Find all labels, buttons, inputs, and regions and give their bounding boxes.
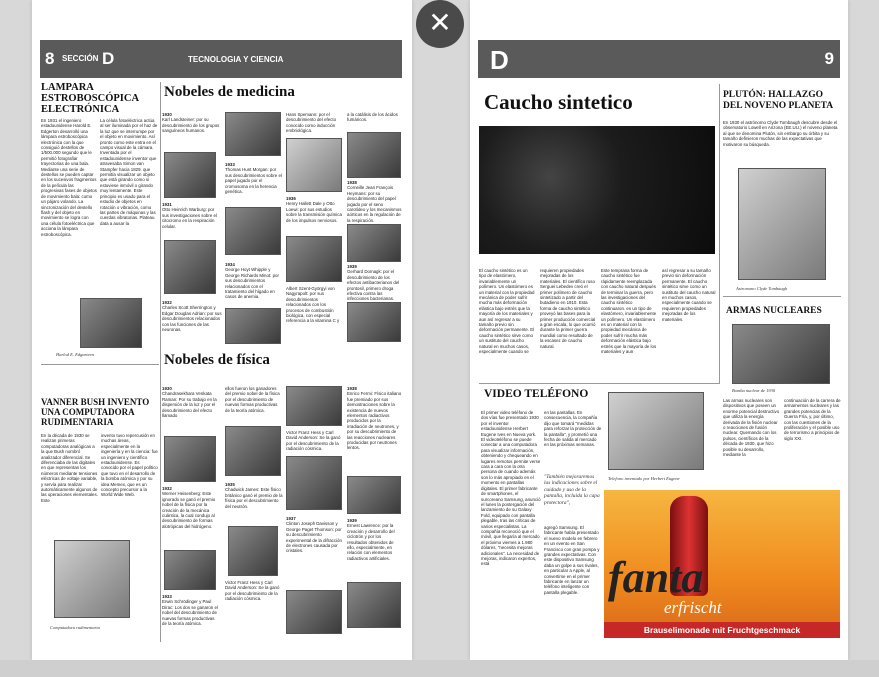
nucleares-text-col2: continuación de la carrera de armamentos…	[784, 398, 841, 441]
section-letter: D	[490, 45, 509, 75]
medicina-grid: 1930 Karl Landsteiner: por su descubrimie…	[162, 112, 402, 346]
category-label: TECNOLOGIA Y CIENCIA	[188, 55, 284, 64]
video-title: VIDEO TELÉFONO	[484, 388, 589, 400]
medicina-title: Nobeles de medicina	[164, 84, 295, 100]
vanner-text-col1: En la década de 1930 se realizan primera…	[41, 433, 98, 503]
divider	[41, 364, 159, 365]
portrait-photo	[286, 236, 342, 282]
rubber-photo	[479, 126, 715, 254]
videophone-caption: Telefono inventado por Herbert Eugene	[608, 476, 680, 481]
portrait-photo	[164, 240, 216, 294]
fisica-entry: 1933 Erwin Schrödinger y Paul Dirac: Los …	[162, 594, 218, 627]
page-number: 9	[824, 49, 834, 68]
medicina-entry: 1938 Corneille Jean François Heymans: por…	[347, 180, 402, 223]
medicina-entry: 1934 George Hoyt Whipple y George Richard…	[225, 262, 279, 300]
caucho-title: Caucho sintetico	[484, 90, 633, 114]
video-text-col1: El primer video teléfono de dos vías fue…	[481, 410, 541, 567]
fanta-brand: fanta	[608, 553, 704, 602]
bottle-image	[670, 496, 708, 596]
edgerton-caption: Harlod E. Edgarteen	[56, 352, 94, 357]
medicina-entry: 1933 Thomas Hunt Morgan: por sus descubri…	[225, 162, 282, 195]
right-page: D 9 Caucho sintetico El caucho sintético…	[470, 0, 848, 660]
fisica-grid: 1930 Chandrasekhara Venkata Raman: Por su…	[162, 386, 402, 640]
computer-caption: Computadora rudimentaria	[50, 625, 100, 630]
fisica-title: Nobeles de física	[164, 352, 270, 368]
fanta-tagline: erfrischt	[664, 598, 722, 617]
column-divider	[160, 82, 161, 642]
pluton-title: PLUTÓN: HALLAZGO DEL NOVENO PLANETA	[723, 90, 834, 111]
computer-photo	[54, 540, 130, 618]
left-page: 8 SECCIÓN D TECNOLOGIA Y CIENCIA LAMPARA…	[32, 0, 412, 660]
medicina-entry: 1932 Charles Scott Sherrington y Edgar Do…	[162, 300, 222, 333]
vanner-text-col2: invento tuvo repercusión en muchas áreas…	[101, 433, 158, 498]
portrait-photo	[347, 132, 401, 178]
fisica-entry: 1932 Werner Heisenberg: Este ignorado se …	[162, 486, 216, 529]
portrait-photo	[286, 386, 342, 426]
tombaugh-caption: Astronomo Clyde Tombaugh	[736, 286, 788, 291]
fisica-entry: Victor Franz Hess y Carl David Anderson:…	[225, 580, 280, 602]
nucleares-text-col1: Las armas nucleares son dispositivos que…	[723, 398, 780, 458]
vanner-title: VANNER BUSH INVENTO UNA COMPUTADORA RUDI…	[41, 397, 150, 427]
section-header-bar: D 9	[478, 40, 840, 78]
portrait-photo	[225, 308, 281, 344]
fisica-entry: 1937 Clinton Joseph Davisson y George Pag…	[286, 516, 342, 554]
portrait-photo	[286, 456, 342, 510]
nucleares-title: ARMAS NUCLEARES	[726, 306, 822, 316]
fisica-entry: 1935 Chadwick James: Este físico británic…	[225, 482, 283, 509]
bomb-caption: Bomba nuclear de 1930	[732, 388, 776, 393]
close-icon: ✕	[428, 6, 452, 39]
fisica-entry: ellos fueron los ganadores del premio no…	[225, 386, 280, 413]
divider	[479, 383, 719, 384]
portrait-photo	[225, 426, 281, 476]
medicina-entry: Hans Spemann: por el descubrimiento del …	[286, 112, 337, 134]
caucho-text-col4: así regresar a su tamaño previo sin defo…	[662, 268, 716, 322]
pluton-text: En 1930 el astrónomo Clyde Tombaugh desc…	[723, 120, 838, 147]
medicina-entry: 1936 Henry Hallett Dale y Otto Loewi: por…	[286, 196, 342, 223]
videophone-photo	[608, 392, 704, 470]
portrait-photo	[347, 302, 401, 342]
medicina-entry: 1930 Karl Landsteiner: por su descubrimie…	[162, 112, 220, 134]
portrait-photo	[164, 152, 216, 198]
portrait-photo	[347, 476, 401, 514]
medicina-entry: a la catálisis de los ácidos fumáricos.	[347, 112, 398, 123]
section-letter: D	[102, 49, 115, 68]
video-text-col2b: agregó Samsung. El fabricante había pres…	[544, 525, 600, 595]
portrait-photo	[225, 112, 281, 156]
section-label: SECCIÓN	[62, 54, 99, 63]
page-number: 8	[45, 49, 55, 68]
bottom-bar	[0, 660, 879, 677]
portrait-photo	[347, 224, 401, 262]
portrait-photo	[225, 207, 281, 255]
medicina-entry: 1939 Gerhard Domagk: por el descubrimient…	[347, 264, 400, 302]
medicina-entry: Albert Szent-Györgyi von Nagyrapolt: por…	[286, 286, 340, 324]
fisica-entry: 1939 Ernest Lawrence: por la creación y d…	[347, 518, 395, 561]
portrait-photo	[164, 550, 216, 590]
fanta-ad: fanta erfrischt Brauselimonade mit Fruch…	[604, 490, 840, 638]
lampara-text-col1: En 1931 el ingeniero estadounidense Haro…	[41, 118, 97, 237]
fisica-entry: 1938 Enrico Fermi: Físico italiano fue pr…	[347, 386, 402, 451]
fanta-subline: Brauselimonade mit Fruchtgeschmack	[604, 622, 840, 638]
portrait-photo	[286, 590, 342, 634]
video-text-col2: en las pantallas. En consecuencia, la co…	[544, 410, 602, 448]
caucho-text-col1: El caucho sintético es un tipo de elastó…	[479, 268, 535, 355]
portrait-photo	[347, 582, 401, 628]
caucho-text-col3: Este temprana forma de caucho sintético …	[601, 268, 657, 355]
portrait-photo	[228, 526, 278, 576]
fisica-entry: Victor Franz Hess y Carl David Anderson:…	[286, 430, 341, 452]
divider	[723, 296, 841, 297]
column-divider	[719, 84, 720, 384]
portrait-photo	[164, 436, 216, 482]
portrait-photo	[286, 138, 342, 192]
close-button[interactable]: ✕	[416, 0, 464, 48]
section-header-bar: 8 SECCIÓN D TECNOLOGIA Y CIENCIA	[40, 40, 402, 78]
lampara-text-col2: La célula fotoeléctrica actúa al ser ilu…	[100, 118, 158, 226]
fisica-entry: 1930 Chandrasekhara Venkata Raman: Por su…	[162, 386, 217, 419]
lampara-title: LAMPARA ESTROBOSCÓPICA ELECTRÓNICA	[41, 82, 139, 115]
video-quote: "También mejoraremos las indicaciones so…	[544, 474, 600, 506]
bomb-photo	[732, 324, 830, 384]
tombaugh-photo	[738, 168, 826, 280]
edgerton-photo	[80, 298, 142, 348]
caucho-text-col2: requieren propiedades mejoradas de los m…	[540, 268, 596, 349]
medicina-entry: 1931 Otto Heinrich Warburg: por sus inves…	[162, 202, 217, 229]
